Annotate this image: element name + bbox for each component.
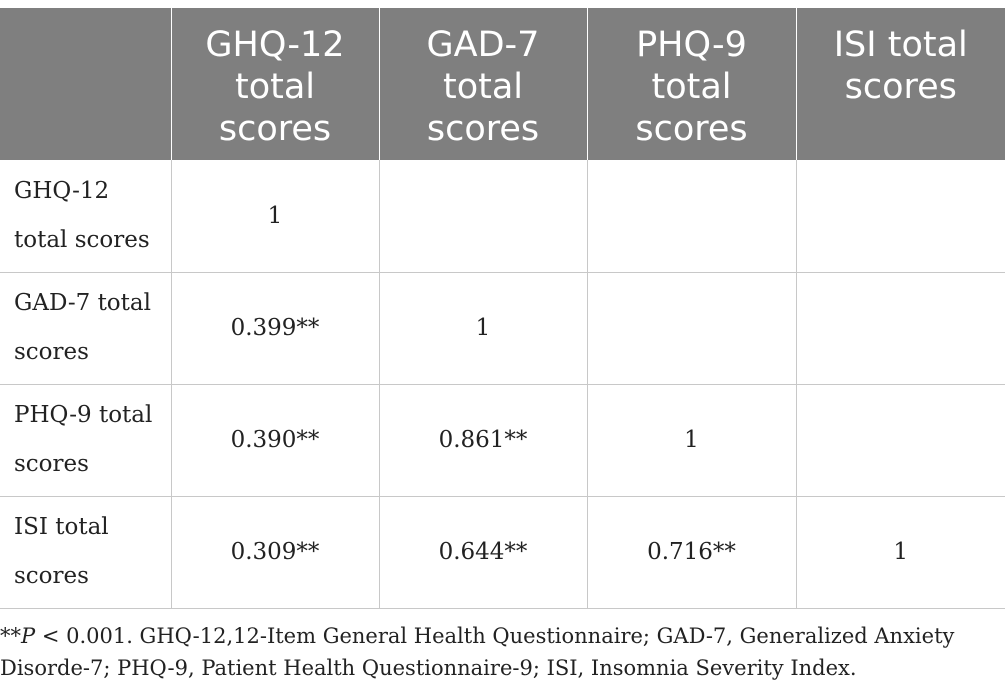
row-label: GHQ-12 total scores — [0, 160, 172, 273]
table-cell: 0.390** — [170, 383, 380, 497]
table-cell: 0.644** — [378, 495, 588, 609]
table-cell: 1 — [170, 160, 380, 273]
row-label: PHQ-9 total scores — [0, 383, 172, 497]
header-ghq12: GHQ-12 total scores — [170, 8, 379, 160]
table-cell: 0.309** — [170, 495, 380, 609]
table-row: GAD-7 total scores 0.399** 1 — [0, 271, 1005, 385]
footnote-p-symbol: P — [21, 624, 36, 648]
table-row: ISI total scores 0.309** 0.644** 0.716**… — [0, 495, 1005, 609]
header-isi: ISI total scores — [795, 8, 1005, 160]
table-row: PHQ-9 total scores 0.390** 0.861** 1 — [0, 383, 1005, 497]
table-footnote: **P < 0.001. GHQ-12,12-Item General Heal… — [0, 620, 1000, 684]
table-cell: 1 — [586, 383, 797, 497]
table-cell — [795, 271, 1005, 385]
footnote-prefix: ** — [0, 624, 21, 648]
table-cell: 1 — [378, 271, 588, 385]
table-cell — [586, 160, 797, 273]
table-cell — [378, 160, 588, 273]
table-row: GHQ-12 total scores 1 — [0, 160, 1005, 273]
table-cell — [586, 271, 797, 385]
footnote-text: < 0.001. GHQ-12,12-Item General Health Q… — [0, 624, 955, 680]
table-cell: 0.861** — [378, 383, 588, 497]
row-label: ISI total scores — [0, 495, 172, 609]
header-row: GHQ-12 total scores GAD-7 total scores P… — [0, 8, 1005, 160]
table-cell: 1 — [795, 495, 1005, 609]
table-cell — [795, 160, 1005, 273]
correlation-table: GHQ-12 total scores GAD-7 total scores P… — [0, 8, 1005, 609]
row-label: GAD-7 total scores — [0, 271, 172, 385]
header-gad7: GAD-7 total scores — [378, 8, 587, 160]
table-cell: 0.716** — [586, 495, 797, 609]
header-phq9: PHQ-9 total scores — [586, 8, 796, 160]
table-cell: 0.399** — [170, 271, 380, 385]
header-corner-cell — [0, 8, 171, 160]
table-cell — [795, 383, 1005, 497]
